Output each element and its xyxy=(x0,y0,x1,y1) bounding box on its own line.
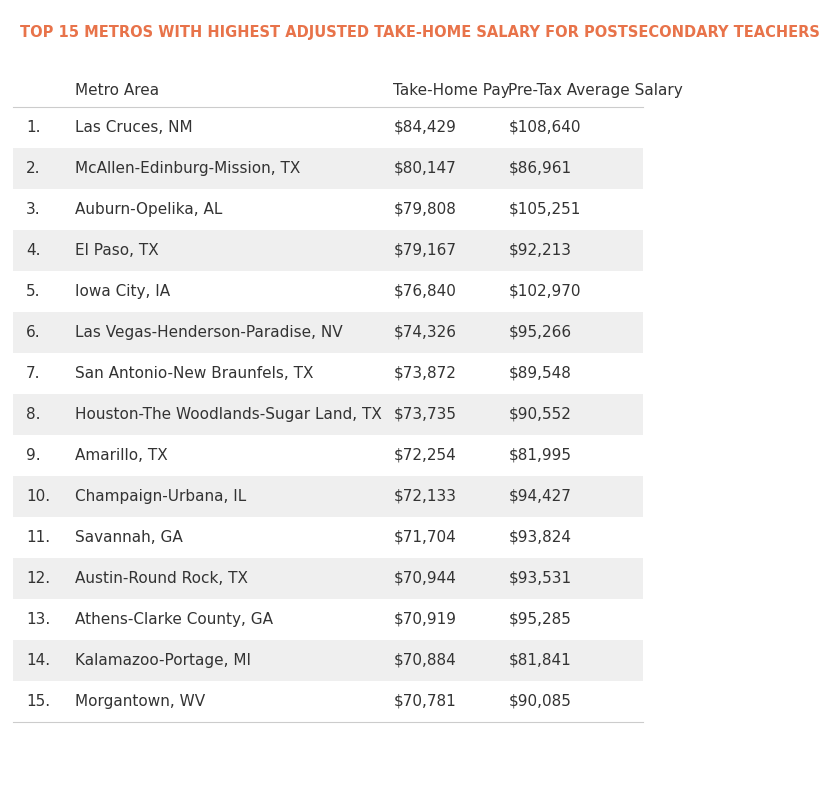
Text: $81,995: $81,995 xyxy=(509,447,571,463)
Text: 11.: 11. xyxy=(27,529,51,545)
Text: $73,735: $73,735 xyxy=(394,406,456,422)
FancyBboxPatch shape xyxy=(13,148,642,189)
Text: 15.: 15. xyxy=(27,694,51,709)
FancyBboxPatch shape xyxy=(13,681,642,722)
Text: $94,427: $94,427 xyxy=(509,488,571,504)
Text: $90,552: $90,552 xyxy=(509,406,571,422)
Text: $86,961: $86,961 xyxy=(509,160,572,176)
Text: El Paso, TX: El Paso, TX xyxy=(76,242,160,258)
Text: 13.: 13. xyxy=(27,611,51,627)
Text: $92,213: $92,213 xyxy=(509,242,571,258)
FancyBboxPatch shape xyxy=(13,558,642,599)
Text: Houston-The Woodlands-Sugar Land, TX: Houston-The Woodlands-Sugar Land, TX xyxy=(76,406,382,422)
Text: 4.: 4. xyxy=(27,242,41,258)
FancyBboxPatch shape xyxy=(13,599,642,640)
FancyBboxPatch shape xyxy=(13,189,642,230)
Text: Take-Home Pay: Take-Home Pay xyxy=(394,83,510,98)
Text: $95,266: $95,266 xyxy=(509,324,572,340)
Text: 2.: 2. xyxy=(27,160,41,176)
Text: $79,808: $79,808 xyxy=(394,201,456,217)
Text: $70,781: $70,781 xyxy=(394,694,456,709)
FancyBboxPatch shape xyxy=(13,312,642,353)
Text: 6.: 6. xyxy=(27,324,41,340)
Text: $71,704: $71,704 xyxy=(394,529,456,545)
FancyBboxPatch shape xyxy=(13,476,642,517)
Text: Morgantown, WV: Morgantown, WV xyxy=(76,694,205,709)
Text: $70,944: $70,944 xyxy=(394,570,456,586)
Text: Pre-Tax Average Salary: Pre-Tax Average Salary xyxy=(509,83,683,98)
Text: $102,970: $102,970 xyxy=(509,283,581,299)
Text: $72,254: $72,254 xyxy=(394,447,456,463)
Text: Amarillo, TX: Amarillo, TX xyxy=(76,447,168,463)
Text: $81,841: $81,841 xyxy=(509,653,571,668)
Text: $93,824: $93,824 xyxy=(509,529,571,545)
Text: 14.: 14. xyxy=(27,653,51,668)
Text: 7.: 7. xyxy=(27,365,41,381)
FancyBboxPatch shape xyxy=(13,271,642,312)
Text: $76,840: $76,840 xyxy=(394,283,456,299)
Text: $90,085: $90,085 xyxy=(509,694,571,709)
Text: $95,285: $95,285 xyxy=(509,611,571,627)
Text: 8.: 8. xyxy=(27,406,41,422)
Text: 1.: 1. xyxy=(27,119,41,135)
Text: Auburn-Opelika, AL: Auburn-Opelika, AL xyxy=(76,201,223,217)
Text: McAllen-Edinburg-Mission, TX: McAllen-Edinburg-Mission, TX xyxy=(76,160,301,176)
Text: Austin-Round Rock, TX: Austin-Round Rock, TX xyxy=(76,570,248,586)
FancyBboxPatch shape xyxy=(13,394,642,435)
Text: 12.: 12. xyxy=(27,570,51,586)
FancyBboxPatch shape xyxy=(13,517,642,558)
FancyBboxPatch shape xyxy=(13,230,642,271)
Text: $73,872: $73,872 xyxy=(394,365,456,381)
Text: Athens-Clarke County, GA: Athens-Clarke County, GA xyxy=(76,611,273,627)
Text: $72,133: $72,133 xyxy=(394,488,456,504)
FancyBboxPatch shape xyxy=(13,435,642,476)
Text: Savannah, GA: Savannah, GA xyxy=(76,529,183,545)
Text: Iowa City, IA: Iowa City, IA xyxy=(76,283,170,299)
Text: $89,548: $89,548 xyxy=(509,365,571,381)
Text: $74,326: $74,326 xyxy=(394,324,456,340)
Text: $93,531: $93,531 xyxy=(509,570,572,586)
Text: Las Cruces, NM: Las Cruces, NM xyxy=(76,119,193,135)
Text: San Antonio-New Braunfels, TX: San Antonio-New Braunfels, TX xyxy=(76,365,314,381)
Text: $108,640: $108,640 xyxy=(509,119,581,135)
Text: $105,251: $105,251 xyxy=(509,201,581,217)
Text: 5.: 5. xyxy=(27,283,41,299)
Text: 10.: 10. xyxy=(27,488,51,504)
Text: Las Vegas-Henderson-Paradise, NV: Las Vegas-Henderson-Paradise, NV xyxy=(76,324,343,340)
FancyBboxPatch shape xyxy=(13,107,642,148)
Text: TOP 15 METROS WITH HIGHEST ADJUSTED TAKE-HOME SALARY FOR POSTSECONDARY TEACHERS: TOP 15 METROS WITH HIGHEST ADJUSTED TAKE… xyxy=(20,25,819,40)
Text: Champaign-Urbana, IL: Champaign-Urbana, IL xyxy=(76,488,247,504)
Text: $79,167: $79,167 xyxy=(394,242,456,258)
FancyBboxPatch shape xyxy=(13,640,642,681)
Text: 3.: 3. xyxy=(27,201,41,217)
Text: $84,429: $84,429 xyxy=(394,119,456,135)
Text: $80,147: $80,147 xyxy=(394,160,456,176)
Text: Kalamazoo-Portage, MI: Kalamazoo-Portage, MI xyxy=(76,653,252,668)
Text: Metro Area: Metro Area xyxy=(76,83,160,98)
Text: 9.: 9. xyxy=(27,447,41,463)
Text: $70,884: $70,884 xyxy=(394,653,456,668)
Text: $70,919: $70,919 xyxy=(394,611,456,627)
FancyBboxPatch shape xyxy=(13,353,642,394)
